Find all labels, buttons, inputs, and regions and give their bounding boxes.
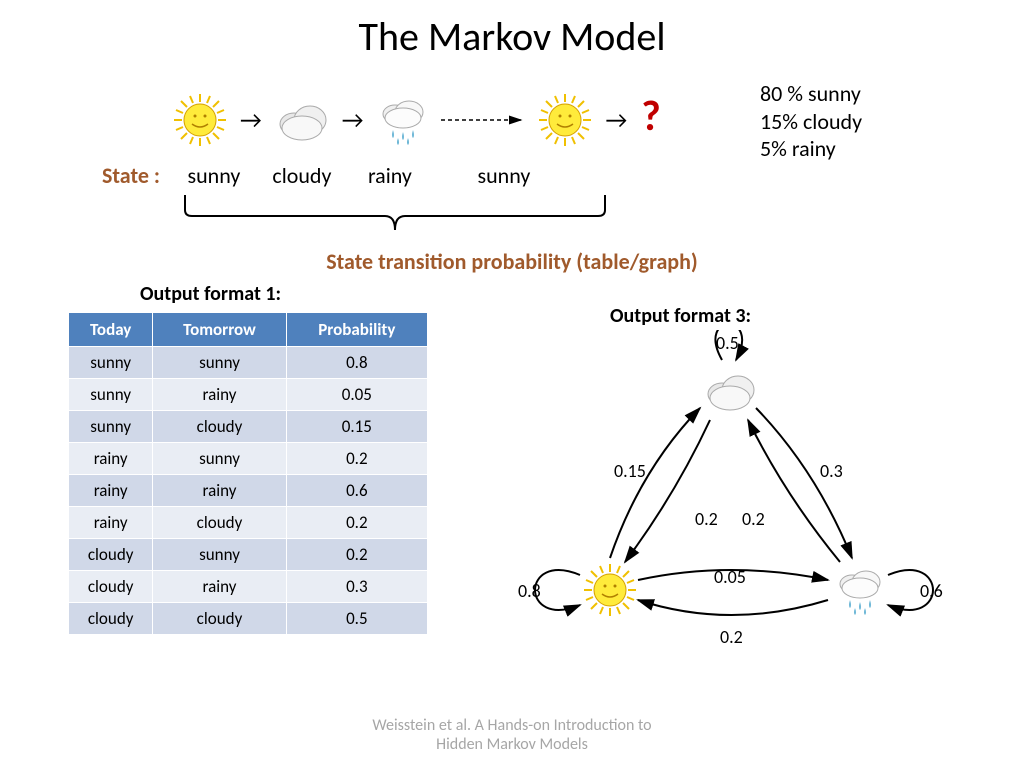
slide-title: The Markov Model (0, 12, 1024, 61)
curly-brace-icon (180, 190, 610, 245)
table-header: Today (69, 313, 153, 347)
table-cell: rainy (69, 475, 153, 507)
edge-label: 0.5 (716, 332, 739, 354)
table-cell: cloudy (153, 411, 286, 443)
citation: Weisstein et al. A Hands-on Introduction… (0, 716, 1024, 754)
table-cell: 0.2 (286, 539, 427, 571)
state-name: cloudy (258, 162, 346, 189)
arrow-icon: → (236, 106, 266, 135)
table-header: Tomorrow (153, 313, 286, 347)
edge-label: 0.8 (518, 580, 541, 602)
state-name: sunny (170, 162, 258, 189)
edge-label: 0.6 (920, 580, 943, 602)
dashed-arrow-icon (439, 110, 529, 130)
table-cell: sunny (69, 347, 153, 379)
table-cell: sunny (153, 539, 286, 571)
output-format-1-title: Output format 1: (140, 282, 281, 306)
sunny-icon (535, 90, 595, 150)
transition-table: Today Tomorrow Probability sunnysunny0.8… (68, 312, 428, 635)
edge-label: 0.2 (742, 508, 765, 530)
table-cell: cloudy (153, 603, 286, 635)
state-name: sunny (434, 162, 574, 189)
table-cell: sunny (69, 411, 153, 443)
rainy-icon (373, 90, 433, 150)
table-row: rainyrainy0.6 (69, 475, 428, 507)
table-cell: 0.5 (286, 603, 427, 635)
table-cell: 0.3 (286, 571, 427, 603)
table-row: rainysunny0.2 (69, 443, 428, 475)
table-cell: sunny (153, 347, 286, 379)
table-cell: cloudy (153, 507, 286, 539)
table-cell: 0.2 (286, 507, 427, 539)
table-cell: 0.05 (286, 379, 427, 411)
edge-label: 0.2 (720, 626, 743, 648)
table-cell: 0.2 (286, 443, 427, 475)
table-cell: cloudy (69, 603, 153, 635)
state-name: rainy (346, 162, 434, 189)
state-sequence: → → → ? (170, 90, 665, 150)
table-cell: rainy (153, 475, 286, 507)
table-row: rainycloudy0.2 (69, 507, 428, 539)
table-header: Probability (286, 313, 427, 347)
sunny-icon (170, 90, 230, 150)
table-cell: rainy (153, 571, 286, 603)
table-row: sunnysunny0.8 (69, 347, 428, 379)
graph-node-rainy (830, 560, 886, 616)
transition-graph: 0.5 0.15 0.3 0.2 0.2 0.8 0.05 0.2 0.6 (500, 330, 970, 690)
table-row: cloudyrainy0.3 (69, 571, 428, 603)
table-cell: 0.15 (286, 411, 427, 443)
table-row: cloudysunny0.2 (69, 539, 428, 571)
transition-caption: State transition probability (table/grap… (0, 248, 1024, 275)
table-cell: rainy (69, 443, 153, 475)
edge-label: 0.2 (695, 508, 718, 530)
graph-node-sunny (580, 560, 636, 616)
outcome-line: 15% cloudy (760, 108, 862, 136)
table-cell: sunny (153, 443, 286, 475)
table-row: cloudycloudy0.5 (69, 603, 428, 635)
state-labels-row: State : sunny cloudy rainy sunny (102, 162, 574, 189)
table-cell: cloudy (69, 539, 153, 571)
table-row: sunnycloudy0.15 (69, 411, 428, 443)
graph-node-cloudy (700, 360, 756, 416)
table-cell: 0.6 (286, 475, 427, 507)
edge-label: 0.05 (714, 566, 746, 588)
output-format-3-title: Output format 3: (610, 304, 751, 328)
arrow-icon: → (338, 106, 368, 135)
cloudy-icon (272, 90, 332, 150)
table-cell: cloudy (69, 571, 153, 603)
table-cell: 0.8 (286, 347, 427, 379)
outcome-line: 5% rainy (760, 135, 862, 163)
arrow-icon: → (601, 106, 631, 135)
outcome-probabilities: 80 % sunny 15% cloudy 5% rainy (760, 80, 862, 163)
edge-label: 0.15 (614, 460, 646, 482)
question-mark: ? (637, 91, 664, 150)
edge-label: 0.3 (820, 460, 843, 482)
outcome-line: 80 % sunny (760, 80, 862, 108)
table-cell: sunny (69, 379, 153, 411)
table-cell: rainy (69, 507, 153, 539)
table-cell: rainy (153, 379, 286, 411)
table-row: sunnyrainy0.05 (69, 379, 428, 411)
state-heading: State : (102, 162, 170, 189)
